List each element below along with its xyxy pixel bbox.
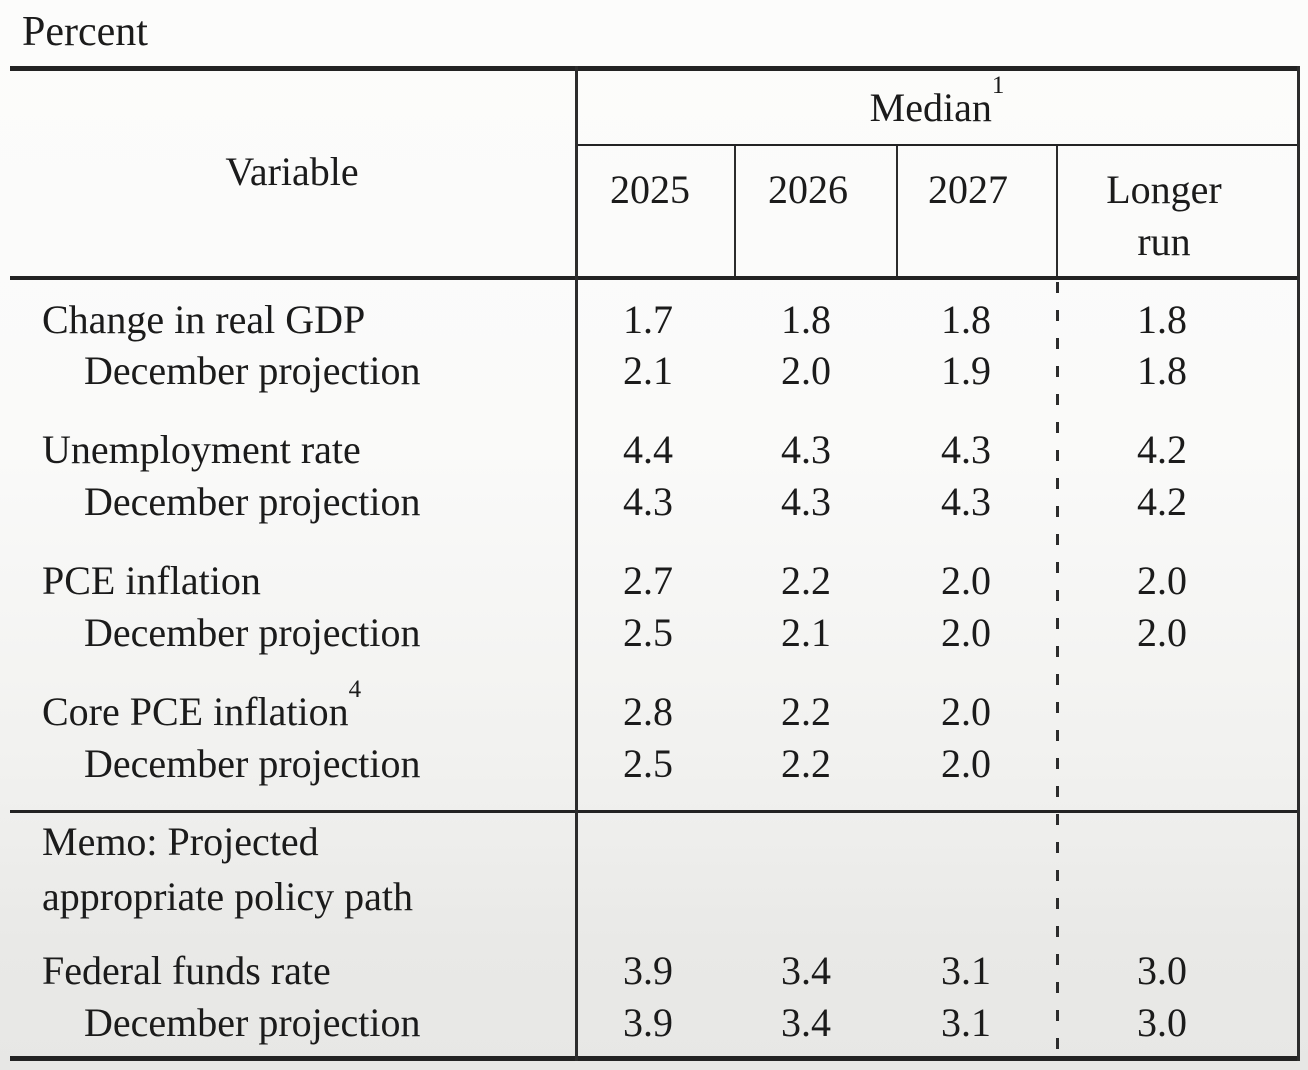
value-cell: 2.1: [623, 348, 673, 393]
table-row: Change in real GDP 1.7 1.8 1.8 1.8: [0, 294, 1308, 346]
value-cell: 2.1: [781, 610, 831, 655]
divider-longer-run-dashed: [1056, 282, 1059, 1056]
row-label: December projection: [84, 610, 421, 655]
value-cell: 3.0: [1137, 1000, 1187, 1045]
row-label: December projection: [84, 479, 421, 524]
value-cell: 4.3: [941, 427, 991, 472]
value-cell: 4.2: [1137, 479, 1187, 524]
value-cell: 2.2: [781, 689, 831, 734]
median-header: Median1: [869, 71, 1005, 130]
value-cell: 1.8: [1137, 297, 1187, 342]
value-cell: 2.7: [623, 558, 673, 603]
row-label: Core PCE inflation4: [42, 675, 362, 734]
value-cell: 3.0: [1137, 948, 1187, 993]
value-cell: 1.8: [1137, 348, 1187, 393]
value-cell: 2.0: [941, 610, 991, 655]
table-row: December projection 2.5 2.2 2.0: [0, 738, 1308, 790]
col-header-longer-run: Longer run: [1106, 167, 1222, 264]
table-row: December projection 2.5 2.1 2.0 2.0: [0, 607, 1308, 659]
table-row: December projection 2.1 2.0 1.9 1.8: [0, 345, 1308, 397]
value-cell: 3.1: [941, 1000, 991, 1045]
value-cell: 2.0: [941, 558, 991, 603]
unit-label: Percent: [22, 9, 148, 55]
value-cell: 1.8: [781, 297, 831, 342]
value-cell: 4.4: [623, 427, 673, 472]
value-cell: 3.4: [781, 1000, 831, 1045]
rule-bottom: [10, 1056, 1300, 1061]
row-label: Unemployment rate: [42, 427, 361, 472]
value-cell: 2.0: [941, 741, 991, 786]
memo-line: Memo: Projected: [42, 819, 319, 864]
rule-top: [10, 66, 1300, 71]
row-label: Change in real GDP: [42, 297, 366, 342]
col-header-2027: 2027: [928, 167, 1008, 212]
variable-header: Variable: [225, 149, 359, 194]
value-cell: 3.4: [781, 948, 831, 993]
value-cell: 2.5: [623, 741, 673, 786]
memo-row: Memo: Projected: [0, 816, 1308, 868]
value-cell: 4.3: [781, 427, 831, 472]
table-row: Unemployment rate 4.4 4.3 4.3 4.2: [0, 424, 1308, 476]
value-cell: 4.3: [941, 479, 991, 524]
table-right-border: [1297, 66, 1300, 1061]
value-cell: 2.0: [1137, 610, 1187, 655]
row-label: December projection: [84, 741, 421, 786]
table-row: December projection 3.9 3.4 3.1 3.0: [0, 997, 1308, 1049]
row-label: December projection: [84, 1000, 421, 1045]
memo-line: appropriate policy path: [42, 874, 413, 919]
row-label: Federal funds rate: [42, 948, 331, 993]
divider-2026-2027: [896, 146, 898, 276]
table-row: PCE inflation 2.7 2.2 2.0 2.0: [0, 555, 1308, 607]
table-row: Federal funds rate 3.9 3.4 3.1 3.0: [0, 945, 1308, 997]
col-header-2026: 2026: [768, 167, 848, 212]
value-cell: 4.3: [623, 479, 673, 524]
value-cell: 2.2: [781, 741, 831, 786]
median-superscript: 1: [991, 71, 1005, 99]
value-cell: 1.7: [623, 297, 673, 342]
memo-row: appropriate policy path: [0, 871, 1308, 923]
rule-under-years: [10, 276, 1300, 280]
divider-variable-data: [575, 66, 578, 1061]
rule-memo-separator: [10, 810, 1300, 813]
col-header-2025: 2025: [610, 167, 690, 212]
value-cell: 1.8: [941, 297, 991, 342]
value-cell: 2.0: [941, 689, 991, 734]
value-cell: 2.8: [623, 689, 673, 734]
value-cell: 2.2: [781, 558, 831, 603]
divider-2027-longer-run-header: [1056, 146, 1058, 276]
value-cell: 2.0: [781, 348, 831, 393]
value-cell: 4.2: [1137, 427, 1187, 472]
value-cell: 3.1: [941, 948, 991, 993]
value-cell: 2.5: [623, 610, 673, 655]
value-cell: 4.3: [781, 479, 831, 524]
rule-under-median: [577, 144, 1300, 146]
value-cell: 1.9: [941, 348, 991, 393]
table-row: Core PCE inflation4 2.8 2.2 2.0: [0, 675, 1308, 738]
row-label: December projection: [84, 348, 421, 393]
row-label: PCE inflation: [42, 558, 261, 603]
value-cell: 2.0: [1137, 558, 1187, 603]
divider-2025-2026: [734, 146, 736, 276]
value-cell: 3.9: [623, 948, 673, 993]
table-row: December projection 4.3 4.3 4.3 4.2: [0, 476, 1308, 528]
value-cell: 3.9: [623, 1000, 673, 1045]
